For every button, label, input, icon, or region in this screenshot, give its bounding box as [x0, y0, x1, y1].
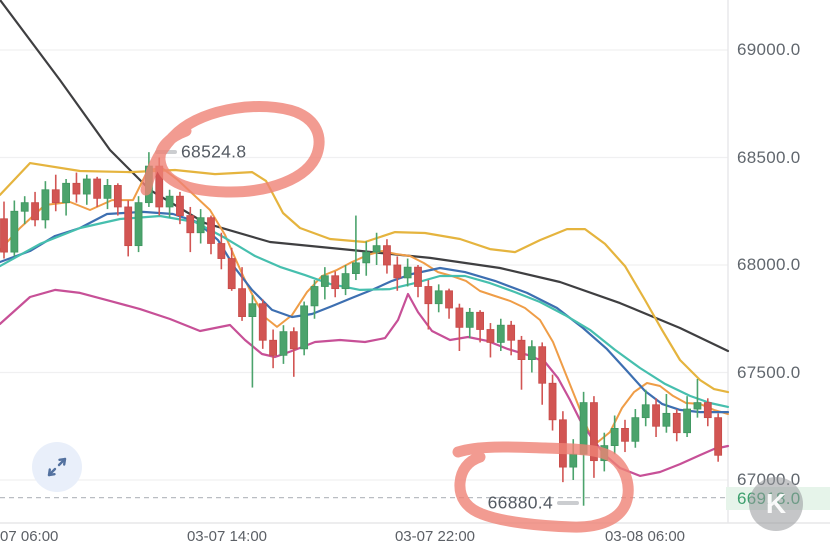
ma-teal — [0, 214, 730, 408]
expand-button[interactable] — [32, 442, 82, 492]
bollinger-lower-magenta — [0, 288, 730, 477]
watermark-logo-k: K — [749, 477, 803, 531]
hand-drawn-circle-high — [140, 101, 325, 198]
x-axis-label: 03-08 06:00 — [604, 528, 686, 545]
y-axis-label: 68000.0 — [737, 255, 801, 274]
low-price-label: 66880.4 — [487, 492, 553, 513]
candles-layer — [0, 152, 723, 506]
price-marker-dash — [557, 501, 579, 505]
hand-drawn-circle-low — [452, 441, 634, 533]
x-axis-label: 03-07 14:00 — [186, 528, 268, 545]
expand-arrows-icon — [47, 457, 67, 477]
ma-mid-blue — [0, 210, 730, 414]
hand-drawn-annotations — [140, 101, 634, 533]
y-axis-label: 68500.0 — [737, 147, 801, 167]
high-price-label: 68524.8 — [181, 141, 247, 162]
x-axis-label: 03-07 22:00 — [394, 528, 476, 545]
x-axis-label: 07 06:00 — [0, 528, 59, 545]
gridlines — [0, 0, 830, 524]
indicator-lines — [0, 0, 730, 477]
y-axis-label: 67500.0 — [737, 362, 801, 382]
y-axis-label: 69000.0 — [737, 40, 801, 59]
ma-fast-orange — [0, 167, 729, 443]
bollinger-upper-yellow — [0, 162, 730, 394]
ma-slow-black — [0, 0, 730, 353]
